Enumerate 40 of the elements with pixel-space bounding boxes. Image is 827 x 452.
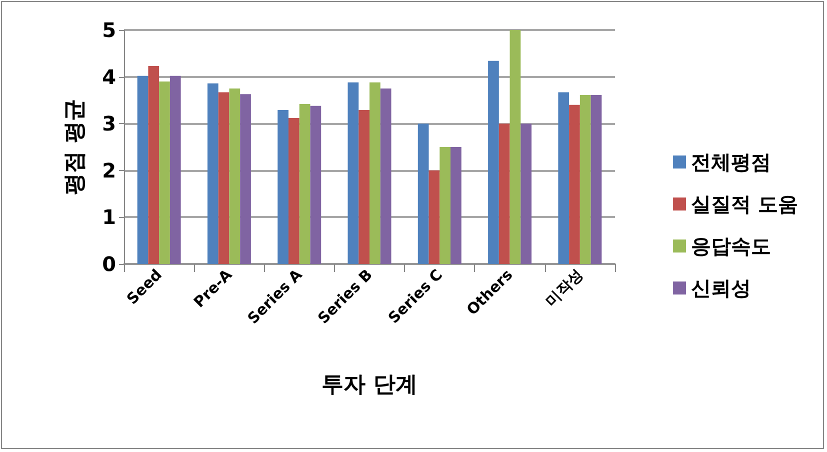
y-axis-title: 평점 평균 — [62, 99, 88, 195]
bar — [348, 82, 359, 264]
bar — [590, 95, 602, 264]
y-tick-label: 4 — [102, 64, 116, 89]
y-tick-label: 2 — [102, 158, 116, 182]
x-axis-title: 투자 단계 — [322, 372, 418, 398]
y-tick-label: 0 — [102, 252, 116, 276]
y-tick-label: 5 — [102, 18, 116, 42]
legend-label: 응답속도 — [691, 234, 772, 258]
legend-label: 신뢰성 — [691, 276, 752, 300]
bar — [288, 118, 300, 264]
bar — [310, 106, 322, 264]
bar — [569, 104, 580, 264]
bar — [520, 124, 532, 264]
bar — [418, 124, 429, 264]
bar — [558, 92, 570, 264]
bar — [148, 66, 160, 264]
bar — [380, 88, 392, 264]
legend-label: 전체평점 — [691, 150, 772, 174]
bar — [428, 170, 440, 264]
y-tick-label: 3 — [102, 112, 116, 136]
bar — [240, 94, 251, 264]
legend-label: 실질적 도움 — [691, 192, 798, 216]
bar — [137, 76, 148, 264]
bar — [370, 82, 380, 264]
bar — [299, 104, 310, 264]
bar — [159, 81, 170, 264]
bar — [450, 147, 462, 264]
bar — [218, 92, 230, 264]
bar — [358, 110, 370, 264]
bar — [488, 60, 499, 264]
bar — [510, 30, 521, 264]
y-tick-label: 1 — [102, 205, 116, 230]
bar — [170, 76, 181, 264]
bar — [580, 95, 591, 264]
bar — [229, 88, 240, 264]
bar — [278, 110, 288, 264]
bar — [440, 147, 451, 264]
bar — [498, 124, 510, 264]
bar — [207, 83, 218, 264]
